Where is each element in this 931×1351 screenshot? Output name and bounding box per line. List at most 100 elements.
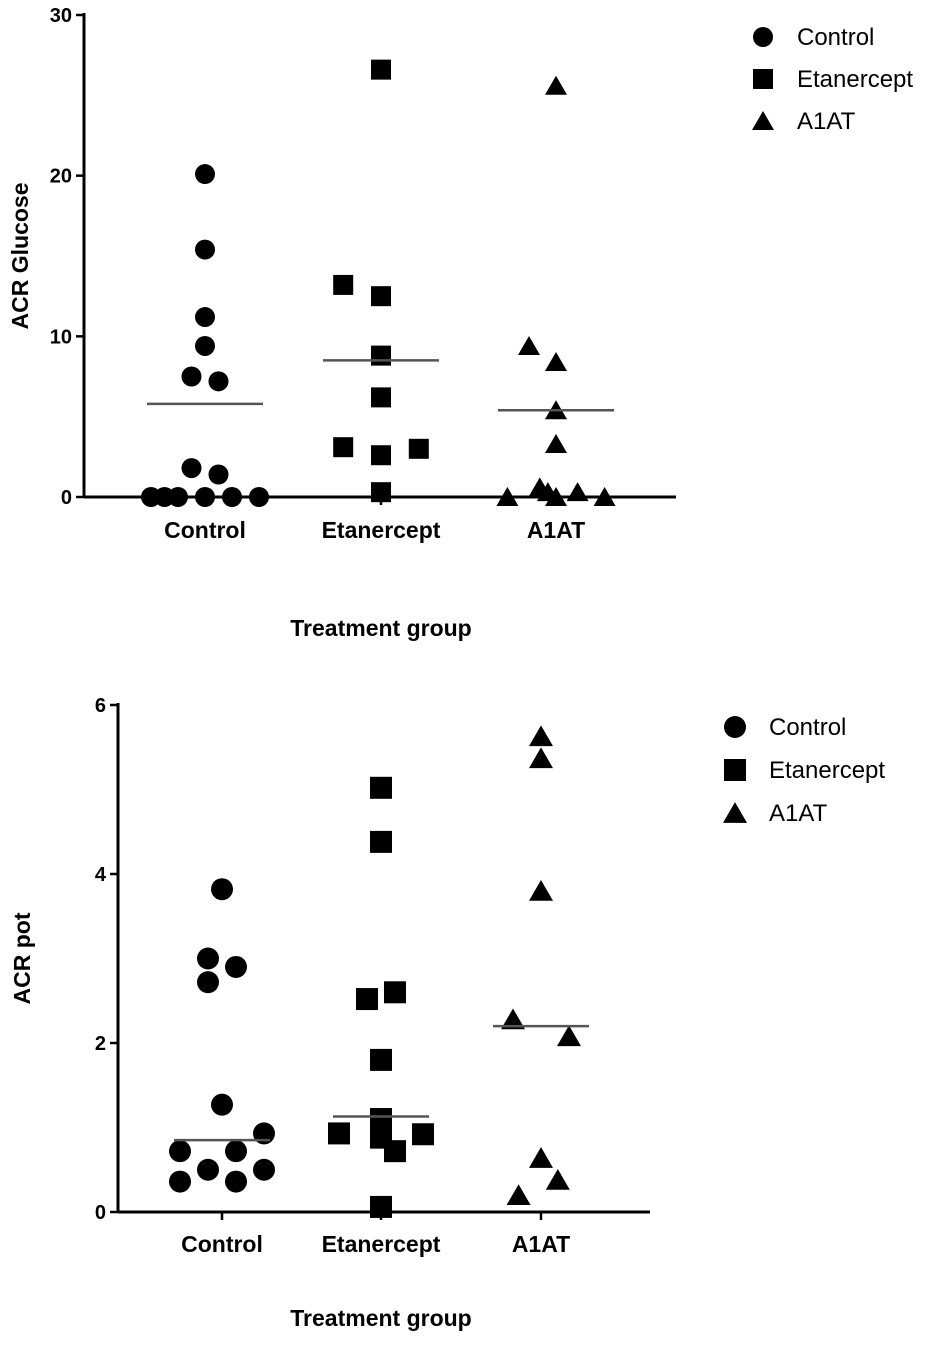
data-point-triangle bbox=[545, 75, 567, 95]
data-point-square bbox=[371, 59, 391, 80]
legend: Control Etanercept A1AT bbox=[723, 714, 885, 827]
data-point-circle bbox=[211, 878, 233, 901]
data-point-circle bbox=[195, 164, 215, 185]
data-point-square bbox=[371, 445, 391, 466]
series-a1at bbox=[493, 725, 589, 1205]
legend-label: Control bbox=[769, 714, 846, 741]
data-point-circle bbox=[169, 1170, 191, 1193]
y-tick-label: 30 bbox=[50, 5, 72, 27]
data-point-triangle bbox=[566, 482, 589, 502]
data-point-circle bbox=[195, 335, 215, 356]
data-point-circle bbox=[208, 464, 229, 485]
data-point-square bbox=[371, 387, 391, 408]
data-point-circle bbox=[225, 955, 247, 978]
legend-marker-triangle bbox=[723, 802, 747, 823]
data-point-circle bbox=[195, 487, 215, 507]
data-point-square bbox=[412, 1123, 434, 1146]
data-point-triangle bbox=[506, 1184, 531, 1205]
series-etanercept bbox=[328, 776, 434, 1218]
legend-marker-triangle bbox=[752, 111, 774, 130]
data-point-triangle bbox=[593, 487, 616, 506]
data-point-square bbox=[356, 988, 378, 1011]
x-axis-title: Treatment group bbox=[290, 615, 471, 641]
legend-label: A1AT bbox=[797, 108, 856, 135]
data-point-square bbox=[408, 438, 429, 459]
y-tick-label: 20 bbox=[50, 166, 72, 188]
data-point-triangle bbox=[545, 487, 567, 506]
legend-label: A1AT bbox=[769, 800, 828, 827]
data-point-square bbox=[371, 345, 391, 366]
x-category-label: Etanercept bbox=[322, 1231, 441, 1257]
data-point-circle bbox=[181, 458, 202, 479]
data-point-triangle bbox=[529, 725, 553, 747]
series-control bbox=[141, 164, 269, 507]
chart-panel-1: 0 10 20 30 Control Etanercept A1AT ACR Glucose T… bbox=[7, 5, 913, 641]
y-tick-label: 0 bbox=[61, 487, 72, 509]
data-point-square bbox=[370, 830, 392, 853]
x-category-label: Etanercept bbox=[322, 517, 441, 543]
data-point-circle bbox=[225, 1170, 247, 1193]
data-point-circle bbox=[195, 239, 215, 260]
data-point-circle bbox=[197, 1158, 219, 1181]
legend-label: Etanercept bbox=[797, 66, 913, 93]
data-point-triangle bbox=[529, 1147, 553, 1168]
data-point-triangle bbox=[518, 335, 540, 355]
legend-marker-circle bbox=[724, 716, 746, 738]
data-point-triangle bbox=[545, 1168, 570, 1190]
legend-marker-square bbox=[753, 69, 773, 89]
data-point-circle bbox=[222, 487, 242, 507]
y-tick-label: 10 bbox=[50, 326, 72, 348]
data-point-circle bbox=[249, 487, 269, 507]
x-category-label: Control bbox=[164, 517, 246, 543]
legend-label: Etanercept bbox=[769, 757, 885, 784]
x-category-label: A1AT bbox=[527, 517, 585, 543]
y-axis-title: ACR Glucose bbox=[7, 183, 33, 330]
data-point-square bbox=[384, 981, 406, 1004]
data-point-square bbox=[371, 482, 391, 503]
y-tick-label: 4 bbox=[95, 864, 107, 886]
data-point-circle bbox=[195, 307, 215, 328]
x-category-label: Control bbox=[181, 1231, 263, 1257]
series-etanercept bbox=[323, 59, 439, 503]
data-point-circle bbox=[181, 366, 202, 387]
legend-label: Control bbox=[797, 24, 874, 51]
data-point-circle bbox=[211, 1093, 233, 1116]
data-point-triangle bbox=[529, 747, 553, 769]
chart-panel-2: 0 2 4 6 Control Etanercept A1AT ACR pot Treatmen… bbox=[9, 695, 885, 1331]
data-point-square bbox=[371, 286, 391, 307]
x-category-label: A1AT bbox=[512, 1231, 570, 1257]
data-point-triangle bbox=[545, 433, 567, 453]
data-point-circle bbox=[253, 1158, 275, 1181]
data-point-triangle bbox=[501, 1008, 525, 1030]
data-point-triangle bbox=[545, 352, 567, 372]
y-tick-label: 6 bbox=[95, 695, 106, 717]
data-point-triangle bbox=[557, 1025, 581, 1047]
data-point-triangle bbox=[496, 487, 519, 506]
data-point-circle bbox=[225, 1140, 247, 1163]
legend: Control Etanercept A1AT bbox=[752, 24, 913, 135]
series-a1at bbox=[496, 75, 616, 506]
y-tick-label: 0 bbox=[95, 1202, 106, 1224]
data-point-circle bbox=[169, 1140, 191, 1163]
data-point-square bbox=[370, 1195, 392, 1218]
data-point-square bbox=[333, 274, 354, 295]
y-tick-label: 2 bbox=[95, 1033, 106, 1055]
data-point-circle bbox=[197, 947, 219, 970]
data-point-square bbox=[333, 437, 354, 458]
data-point-triangle bbox=[529, 880, 553, 901]
data-point-square bbox=[370, 776, 392, 799]
series-control bbox=[169, 878, 275, 1193]
legend-marker-circle bbox=[753, 27, 773, 47]
data-point-square bbox=[384, 1140, 406, 1163]
data-point-circle bbox=[208, 371, 229, 392]
y-axis-title: ACR pot bbox=[9, 912, 35, 1004]
x-axis-title: Treatment group bbox=[290, 1305, 471, 1331]
data-point-circle bbox=[197, 971, 219, 994]
legend-marker-square bbox=[724, 759, 746, 781]
data-point-square bbox=[370, 1048, 392, 1071]
data-point-circle bbox=[253, 1122, 275, 1145]
data-point-square bbox=[328, 1122, 350, 1145]
data-point-square bbox=[370, 1108, 392, 1131]
data-point-circle bbox=[154, 487, 175, 507]
